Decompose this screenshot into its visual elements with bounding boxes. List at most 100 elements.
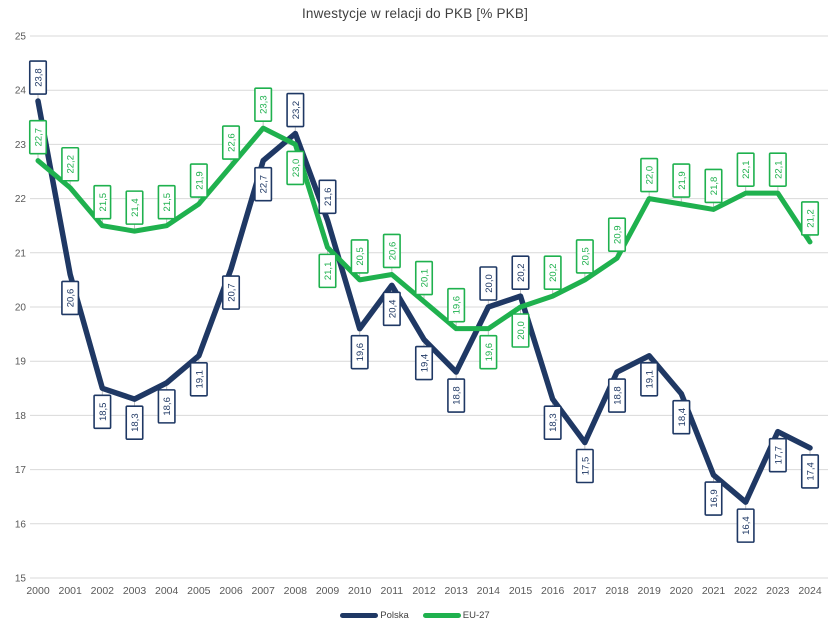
- data-label-box: [414, 260, 434, 296]
- data-label-polska-2017: 17,5: [575, 448, 594, 484]
- data-label-box: [125, 190, 144, 225]
- y-tick-label: 23: [15, 140, 27, 151]
- data-label-box: [768, 437, 787, 473]
- x-tick-label: 2016: [541, 585, 565, 597]
- data-label-polska-2012: 19,4: [414, 345, 434, 381]
- data-label-value: 20,2: [516, 263, 527, 282]
- legend-label-eu27: EU-27: [462, 610, 490, 621]
- x-tick-label: 2005: [187, 585, 211, 597]
- data-label-eu27-2000: 22,7: [28, 119, 48, 155]
- data-label-value: 18,4: [677, 408, 688, 427]
- data-label-eu27-2009: 21,1: [318, 253, 337, 289]
- data-label-value: 22,0: [645, 166, 656, 185]
- data-label-value: 20,9: [613, 225, 624, 244]
- data-label-value: 21,1: [323, 262, 334, 281]
- data-label-polska-2006: 20,7: [221, 275, 241, 310]
- data-label-polska-2007: 22,7: [254, 166, 273, 202]
- x-tick-label: 2020: [670, 585, 694, 597]
- data-label-value: 19,1: [194, 370, 205, 389]
- data-label-value: 18,3: [548, 413, 559, 432]
- x-tick-label: 2011: [381, 585, 404, 597]
- data-label-eu27-2014: 19,6: [479, 334, 498, 370]
- data-label-value: 22,1: [741, 160, 752, 179]
- data-label-box: [640, 361, 659, 397]
- x-tick-label: 2004: [155, 585, 179, 597]
- data-label-value: 20,4: [387, 300, 398, 319]
- x-tick-label: 2008: [284, 585, 308, 597]
- data-label-box: [607, 217, 627, 253]
- data-label-box: [704, 481, 723, 516]
- data-label-value: 18,3: [130, 413, 141, 432]
- data-label-box: [382, 291, 401, 327]
- legend-item-eu27: EU-27: [422, 610, 490, 621]
- data-label-value: 20,6: [66, 289, 77, 308]
- x-tick-label: 2000: [26, 585, 50, 597]
- data-label-value: 18,8: [452, 386, 463, 405]
- data-label-box: [672, 399, 691, 435]
- data-label-eu27-2012: 20,1: [414, 260, 434, 296]
- data-label-box: [479, 334, 498, 370]
- data-label-eu27-2013: 19,6: [447, 287, 466, 323]
- y-tick-label: 19: [15, 357, 27, 368]
- data-label-box: [736, 152, 755, 187]
- data-label-value: 23,0: [291, 159, 302, 178]
- data-label-polska-2016: 18,3: [543, 405, 562, 440]
- data-label-value: 19,4: [420, 354, 431, 373]
- data-label-value: 18,8: [613, 386, 624, 405]
- data-label-box: [640, 157, 659, 193]
- data-label-value: 21,8: [709, 177, 720, 196]
- data-label-value: 21,5: [98, 193, 109, 212]
- data-label-box: [61, 280, 80, 316]
- data-label-box: [543, 255, 562, 290]
- data-label-box: [511, 313, 530, 348]
- x-tick-label: 2023: [766, 585, 790, 597]
- data-label-value: 22,1: [773, 160, 784, 179]
- x-tick-label: 2009: [316, 585, 340, 597]
- data-label-polska-2024: 17,4: [800, 454, 820, 489]
- data-label-box: [382, 233, 401, 269]
- data-label-eu27-2006: 22,6: [221, 125, 241, 160]
- data-label-value: 17,7: [773, 446, 784, 465]
- data-label-eu27-2011: 20,6: [382, 233, 401, 269]
- data-label-box: [511, 255, 530, 290]
- data-label-value: 20,0: [484, 274, 495, 293]
- chart-title: Inwestycje w relacji do PKB [% PKB]: [301, 6, 529, 21]
- data-label-polska-2009: 21,6: [318, 179, 337, 215]
- data-label-value: 20,1: [420, 269, 431, 288]
- data-label-eu27-2020: 21,9: [672, 163, 691, 198]
- data-label-polska-2002: 18,5: [93, 394, 112, 430]
- x-tick-label: 2024: [798, 585, 822, 597]
- data-label-value: 16,4: [741, 516, 752, 535]
- data-label-polska-2022: 16,4: [736, 508, 755, 543]
- data-label-value: 23,3: [259, 95, 270, 114]
- data-label-box: [189, 163, 208, 198]
- data-label-box: [125, 405, 144, 440]
- data-label-eu27-2017: 20,5: [575, 239, 594, 274]
- x-tick-label: 2010: [348, 585, 372, 597]
- data-label-value: 21,4: [130, 198, 141, 217]
- data-label-value: 18,5: [98, 403, 109, 422]
- x-tick-label: 2013: [444, 585, 468, 597]
- data-label-eu27-2015: 20,0: [511, 313, 530, 348]
- data-label-value: 21,9: [677, 171, 688, 190]
- data-label-value: 20,6: [387, 242, 398, 260]
- data-label-value: 23,8: [34, 68, 45, 87]
- data-label-box: [93, 394, 112, 430]
- data-label-box: [93, 184, 112, 220]
- data-label-box: [800, 201, 820, 236]
- x-tick-label: 2006: [219, 585, 243, 597]
- data-label-eu27-2019: 22,0: [640, 157, 659, 193]
- data-label-eu27-2023: 22,1: [768, 152, 787, 187]
- data-label-value: 20,0: [516, 321, 527, 340]
- data-label-box: [318, 253, 337, 289]
- data-label-box: [575, 448, 594, 484]
- data-label-box: [254, 166, 273, 202]
- x-tick-label: 2002: [91, 585, 115, 597]
- data-label-polska-2021: 16,9: [704, 481, 723, 516]
- data-label-box: [189, 361, 208, 397]
- x-tick-label: 2003: [123, 585, 147, 597]
- data-label-polska-2015: 20,2: [511, 255, 530, 290]
- data-label-box: [447, 287, 466, 323]
- data-label-polska-2000: 23,8: [28, 60, 48, 95]
- data-label-eu27-2007: 23,3: [254, 87, 273, 122]
